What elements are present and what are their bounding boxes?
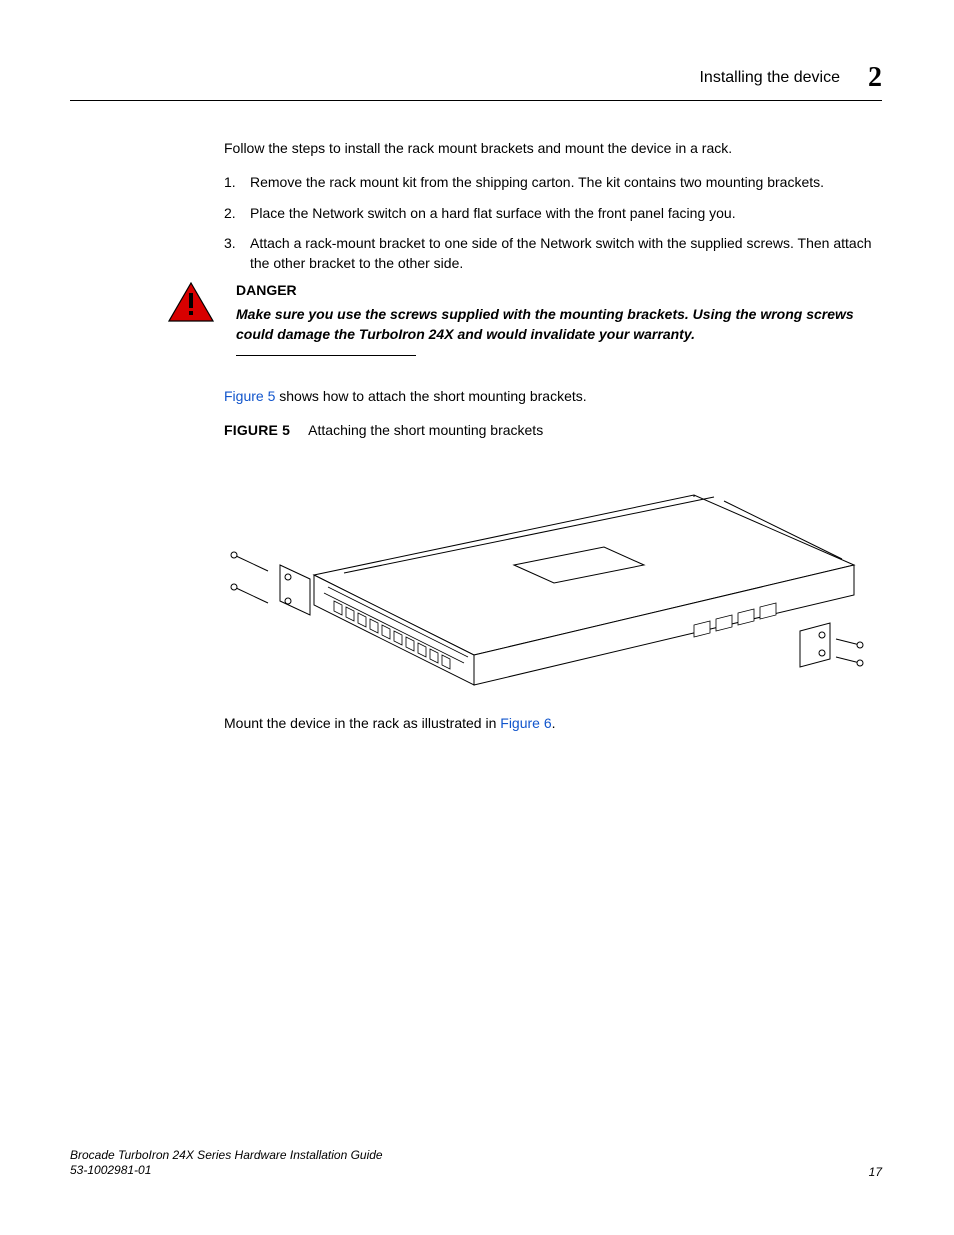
chapter-number: 2	[868, 62, 882, 94]
list-item: 2.Place the Network switch on a hard fla…	[224, 203, 882, 223]
page-footer: Brocade TurboIron 24X Series Hardware In…	[70, 1148, 882, 1179]
page-header: Installing the device 2	[699, 62, 882, 94]
step-text: Attach a rack-mount bracket to one side …	[250, 233, 882, 274]
switch-line-drawing	[224, 455, 864, 695]
danger-body: DANGER Make sure you use the screws supp…	[236, 282, 882, 356]
danger-heading: DANGER	[236, 282, 882, 298]
list-item: 3.Attach a rack-mount bracket to one sid…	[224, 233, 882, 274]
page-number: 17	[869, 1165, 882, 1179]
figure-label: FIGURE 5	[224, 422, 290, 438]
xref-figure-5[interactable]: Figure 5	[224, 388, 275, 404]
header-rule	[70, 100, 882, 101]
section-title: Installing the device	[699, 69, 840, 87]
danger-rule	[236, 355, 416, 356]
page: Installing the device 2 Follow the steps…	[0, 0, 954, 1235]
step-number: 3.	[224, 233, 250, 274]
figure-reference-paragraph: Figure 5 shows how to attach the short m…	[224, 386, 882, 406]
danger-icon	[168, 282, 214, 322]
list-item: 1.Remove the rack mount kit from the shi…	[224, 172, 882, 192]
xref-figure-6[interactable]: Figure 6	[500, 715, 551, 731]
danger-callout: DANGER Make sure you use the screws supp…	[168, 282, 882, 356]
content-region: Follow the steps to install the rack mou…	[224, 138, 882, 283]
figure-5-illustration	[224, 455, 864, 695]
footer-left: Brocade TurboIron 24X Series Hardware In…	[70, 1148, 383, 1179]
step-text: Remove the rack mount kit from the shipp…	[250, 172, 882, 192]
figure-caption: FIGURE 5 Attaching the short mounting bra…	[224, 420, 882, 440]
para3-post: .	[552, 715, 556, 731]
para3-pre: Mount the device in the rack as illustra…	[224, 715, 500, 731]
step-text: Place the Network switch on a hard flat …	[250, 203, 882, 223]
step-number: 2.	[224, 203, 250, 223]
para2-rest: shows how to attach the short mounting b…	[275, 388, 586, 404]
after-danger-region: Figure 5 shows how to attach the short m…	[224, 386, 882, 733]
intro-paragraph: Follow the steps to install the rack mou…	[224, 138, 882, 158]
post-figure-paragraph: Mount the device in the rack as illustra…	[224, 713, 882, 733]
figure-caption-text: Attaching the short mounting brackets	[308, 422, 543, 438]
step-number: 1.	[224, 172, 250, 192]
danger-text: Make sure you use the screws supplied wi…	[236, 304, 882, 345]
install-steps-list: 1.Remove the rack mount kit from the shi…	[224, 172, 882, 273]
doc-title: Brocade TurboIron 24X Series Hardware In…	[70, 1148, 383, 1164]
doc-number: 53-1002981-01	[70, 1163, 383, 1179]
